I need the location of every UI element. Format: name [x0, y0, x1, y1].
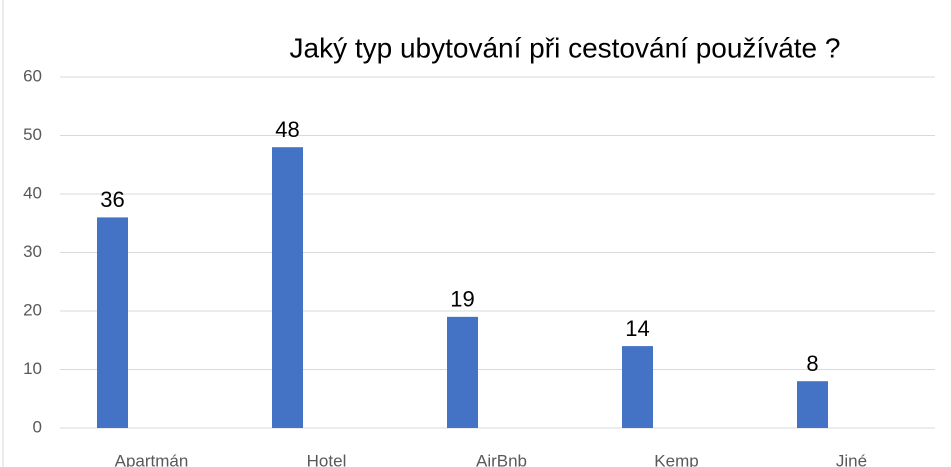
data-label: 48 [275, 117, 299, 142]
y-tick-label: 10 [23, 359, 42, 378]
y-tick-label: 20 [23, 300, 42, 319]
y-tick-label: 0 [33, 417, 42, 436]
y-tick-label: 50 [23, 125, 42, 144]
x-tick-label: Apartmán [115, 451, 189, 467]
data-label: 19 [450, 287, 474, 312]
data-label: 14 [625, 316, 649, 341]
data-label: 36 [100, 187, 124, 212]
x-tick-label: Jiné [836, 451, 867, 467]
bar [622, 346, 653, 428]
data-label: 8 [806, 351, 818, 376]
x-tick-label: Hotel [307, 451, 347, 467]
y-tick-label: 60 [23, 66, 42, 85]
x-tick-label: Kemp [654, 451, 698, 467]
bar [97, 217, 128, 428]
chart-title: Jaký typ ubytování při cestování používá… [290, 32, 841, 63]
bar [272, 147, 303, 428]
x-tick-label: AirBnb [476, 451, 527, 467]
y-tick-label: 40 [23, 183, 42, 202]
bar [447, 316, 478, 428]
y-tick-label: 30 [23, 242, 42, 261]
bar [797, 381, 828, 428]
